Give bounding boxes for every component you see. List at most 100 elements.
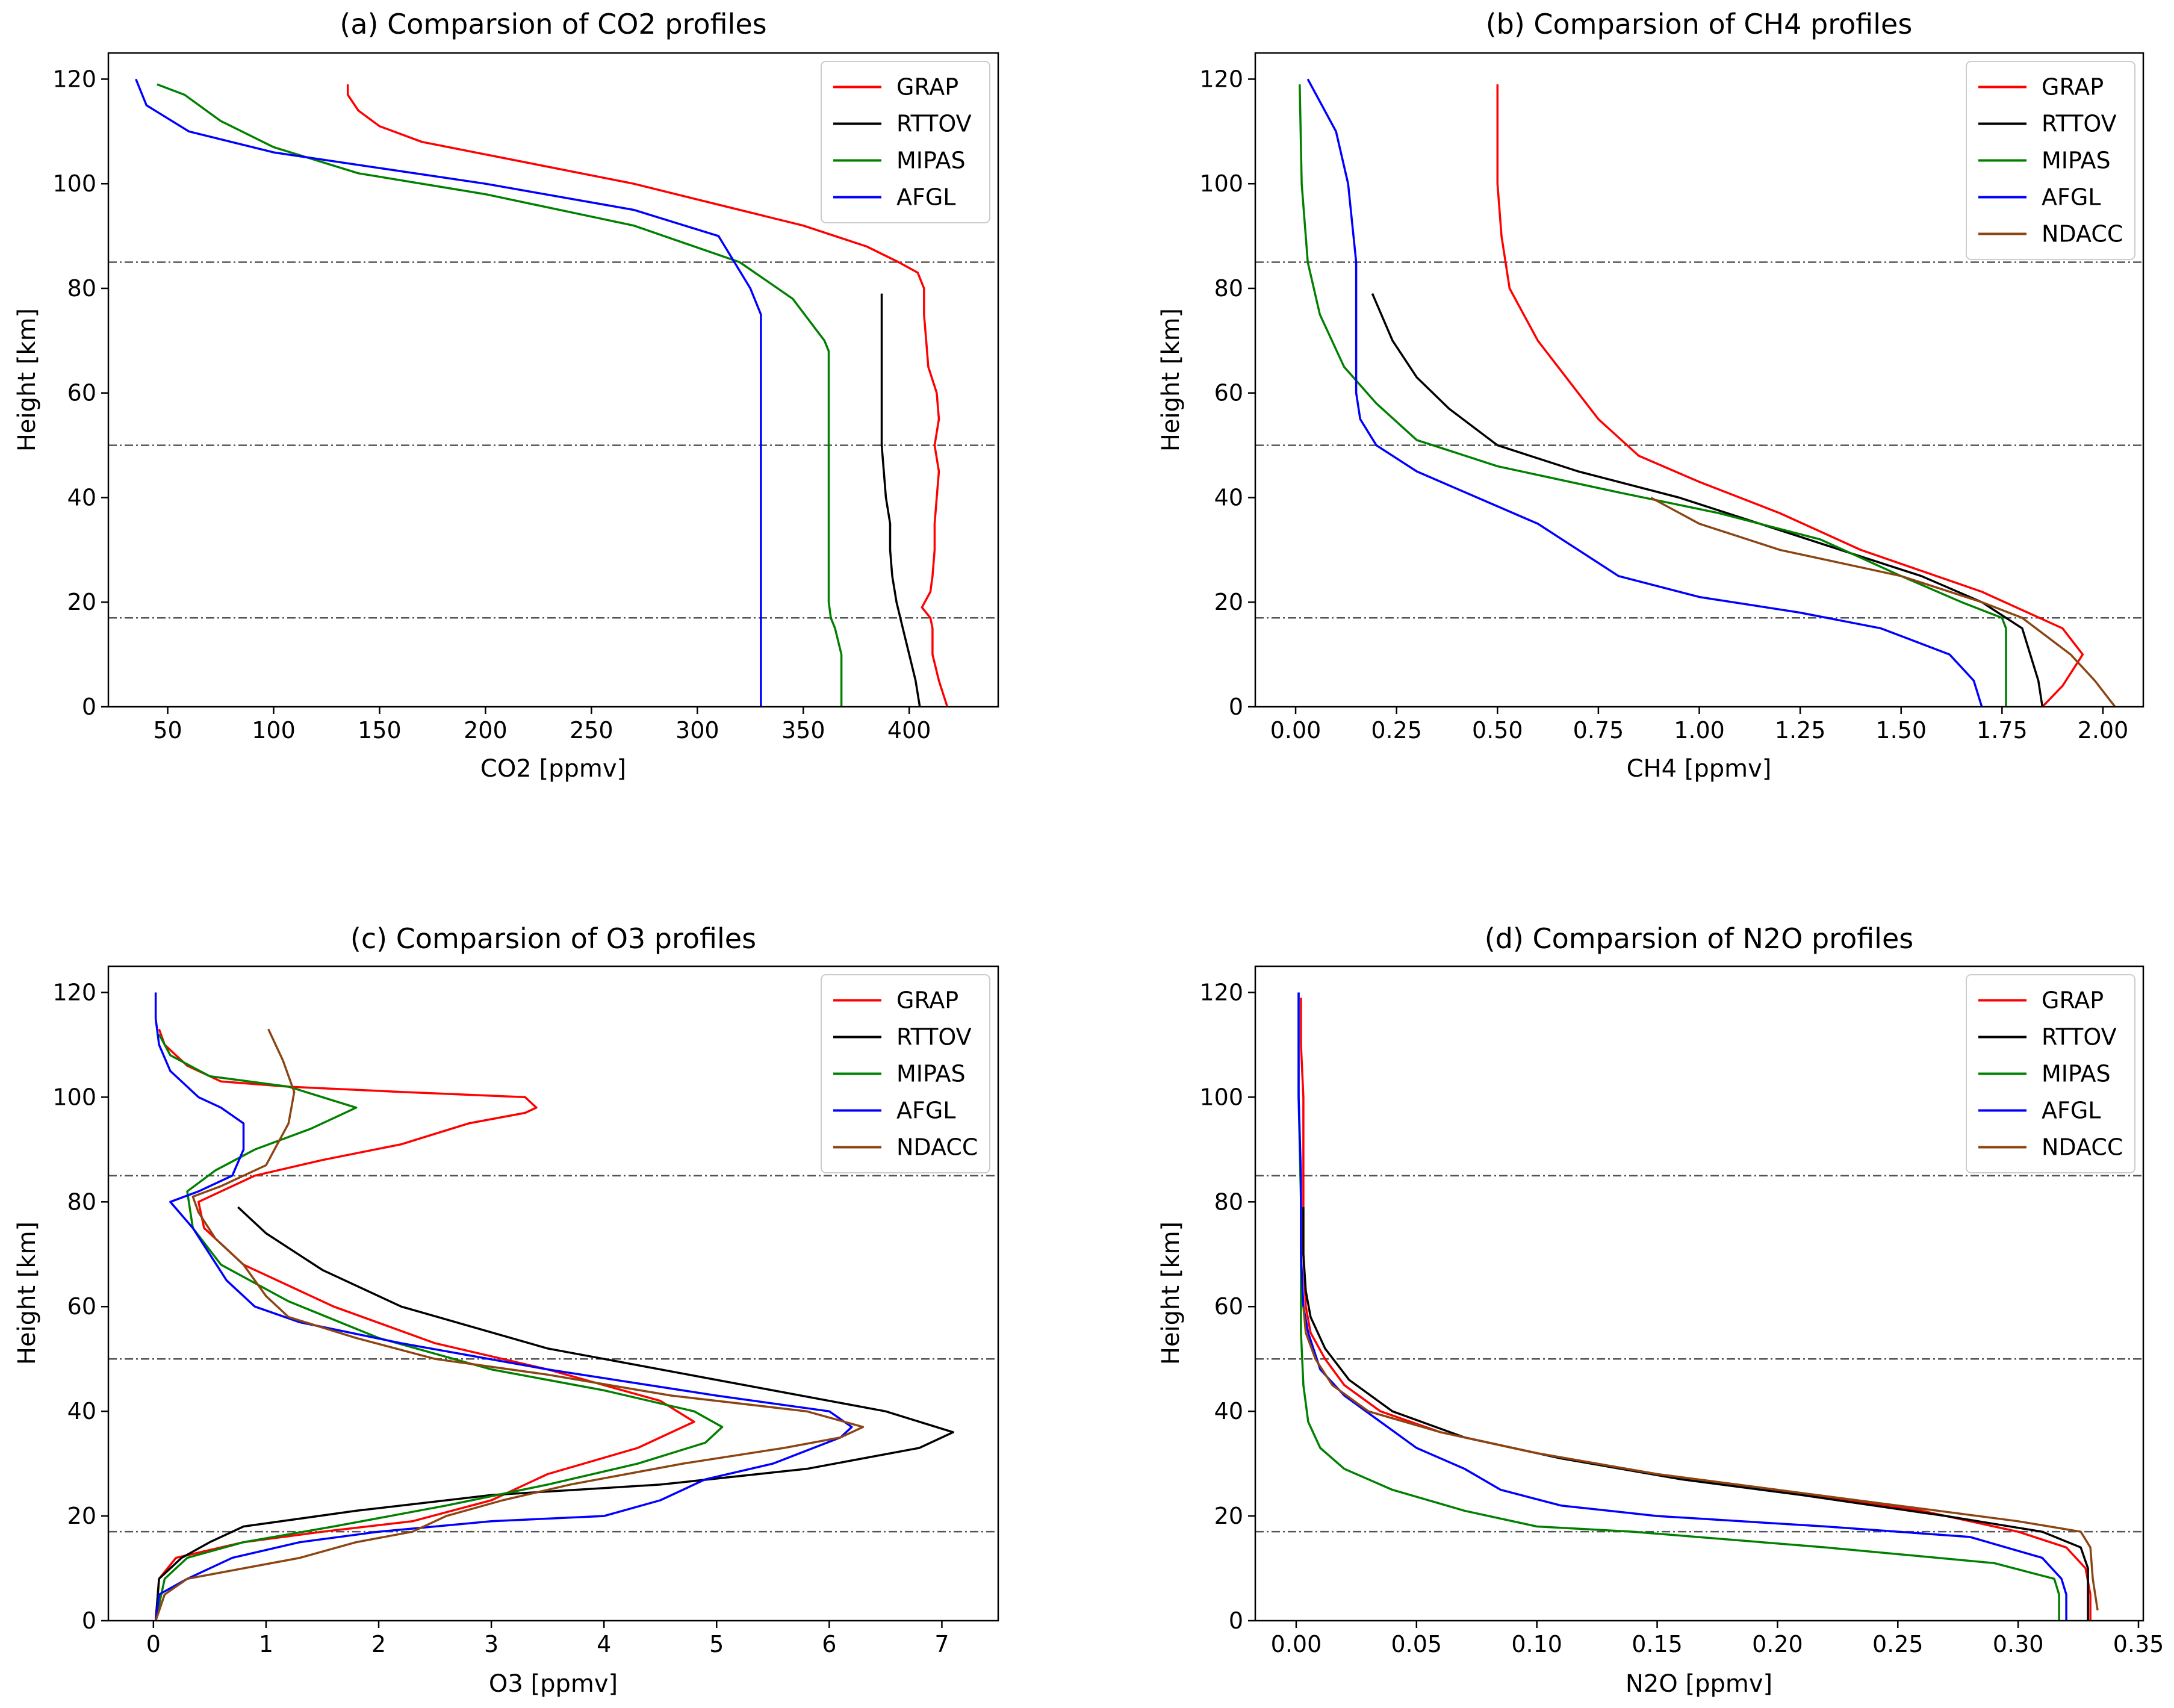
panel-a-series-grap <box>346 84 949 707</box>
panel-c-legend: GRAP RTTOV MIPAS AFGL NDACC <box>821 974 990 1173</box>
panel-b-x-tick-label: 0.50 <box>1472 717 1523 744</box>
panel-c-legend-label-ndacc: NDACC <box>896 1134 978 1161</box>
panel-b-legend-label-rttov: RTTOV <box>2042 111 2117 137</box>
panel-d-y-tick-label: 60 <box>1214 1293 1243 1320</box>
panel-c-y-tick-label: 120 <box>52 979 96 1005</box>
panel-a-legend-label-grap: GRAP <box>896 74 958 101</box>
panel-b-legend-label-grap: GRAP <box>2042 74 2104 101</box>
panel-b-ylabel: Height [km] <box>1157 308 1185 452</box>
panel-a-x-tick-label: 400 <box>887 717 931 744</box>
panel-d-y-tick-label: 20 <box>1214 1503 1243 1529</box>
panel-b-legend-label-afgl: AFGL <box>2042 184 2101 211</box>
panel-d-y-tick-label: 80 <box>1214 1188 1243 1215</box>
panel-a-y-tick-label: 120 <box>52 66 96 92</box>
panel-a-y-tick-label: 0 <box>82 694 96 720</box>
panel-c: (c) Comparsion of O3 profiles O3 [ppmv] … <box>13 922 999 1698</box>
panel-b: (b) Comparsion of CH4 profiles CH4 [ppmv… <box>1157 8 2144 783</box>
panel-a-title: (a) Comparsion of CO2 profiles <box>340 8 766 40</box>
panel-a-x-tick-label: 350 <box>781 717 825 744</box>
panel-c-x-tick-label: 6 <box>822 1631 836 1657</box>
panel-c-legend-label-mipas: MIPAS <box>896 1061 966 1087</box>
panel-d-y-tick-label: 40 <box>1214 1398 1243 1424</box>
panel-c-series-rttov <box>154 1206 954 1621</box>
panel-b-series-afgl <box>1306 78 1983 707</box>
panel-b-x-tick-label: 1.00 <box>1674 717 1725 744</box>
panel-c-x-tick-label: 4 <box>597 1631 611 1657</box>
panel-c-xlabel: O3 [ppmv] <box>489 1670 618 1698</box>
panel-b-series-mipas <box>1299 84 2007 707</box>
panel-b-legend: GRAP RTTOV MIPAS AFGL NDACC <box>1966 61 2135 260</box>
panel-b-xlabel: CH4 [ppmv] <box>1627 755 1772 783</box>
panel-c-y-tick-label: 0 <box>82 1607 96 1634</box>
panel-b-x-tick-label: 1.75 <box>1977 717 2028 744</box>
panel-b-x-tick-label: 0.00 <box>1270 717 1321 744</box>
panel-b-y-tick-label: 120 <box>1199 66 1243 92</box>
panel-b-y-tick-label: 80 <box>1214 275 1243 302</box>
panel-c-series-afgl <box>154 992 853 1621</box>
panel-b-x-tick-label: 1.25 <box>1775 717 1826 744</box>
panel-d-series-mipas <box>1297 992 2060 1621</box>
panel-d-x-tick-label: 0.30 <box>1993 1631 2044 1657</box>
panel-d-legend-label-rttov: RTTOV <box>2042 1024 2117 1051</box>
panel-b-title: (b) Comparsion of CH4 profiles <box>1486 8 1913 40</box>
panel-c-series-ndacc <box>154 1028 865 1621</box>
panel-b-series-rttov <box>1371 293 2044 707</box>
panel-c-frame <box>107 965 999 1622</box>
panel-b-series-group <box>1299 78 2116 707</box>
panel-d-y-tick-label: 120 <box>1199 979 1243 1005</box>
panel-d-x-tick-label: 0.00 <box>1271 1631 1322 1657</box>
panel-c-y-tick-label: 80 <box>67 1188 96 1215</box>
panel-d-xlabel: N2O [ppmv] <box>1626 1670 1772 1698</box>
panel-a-x-tick-label: 150 <box>358 717 402 744</box>
panel-b-legend-label-ndacc: NDACC <box>2042 221 2123 247</box>
panel-c-x-tick-label: 1 <box>259 1631 273 1657</box>
panel-d-series-afgl <box>1297 992 2067 1621</box>
panel-a-y-tick-label: 20 <box>67 589 96 615</box>
panel-c-y-tick-label: 100 <box>52 1084 96 1110</box>
panel-d-legend: GRAP RTTOV MIPAS AFGL NDACC <box>1966 974 2135 1173</box>
panel-d-frame <box>1254 965 2144 1622</box>
panel-b-x-tick-label: 0.75 <box>1573 717 1624 744</box>
panel-a-series-afgl <box>135 78 762 707</box>
panel-a-y-tick-label: 40 <box>67 484 96 511</box>
panel-a-legend-label-rttov: RTTOV <box>896 111 972 137</box>
panel-c-legend-label-grap: GRAP <box>896 987 958 1014</box>
panel-d-x-tick-label: 0.25 <box>1872 1631 1924 1657</box>
panel-c-x-tick-label: 0 <box>146 1631 161 1657</box>
panel-d-series-rttov <box>1302 1207 2089 1621</box>
panel-c-legend-label-rttov: RTTOV <box>896 1024 972 1051</box>
panel-b-y-tick-label: 60 <box>1214 380 1243 406</box>
panel-d: (d) Comparsion of N2O profiles N2O [ppmv… <box>1157 922 2164 1698</box>
panel-d-x-tick-label: 0.35 <box>2113 1631 2164 1657</box>
panel-d-series-ndacc <box>1302 1306 2099 1610</box>
panel-d-x-tick-label: 0.15 <box>1632 1631 1683 1657</box>
panel-b-series-ndacc <box>1650 496 2116 707</box>
panel-d-x-tick-label: 0.20 <box>1752 1631 1803 1657</box>
panel-a-ylabel: Height [km] <box>13 308 41 452</box>
panel-c-ylabel: Height [km] <box>13 1222 41 1365</box>
panel-a-x-tick-label: 250 <box>570 717 613 744</box>
panel-a: (a) Comparsion of CO2 profiles CO2 [ppmv… <box>13 8 999 783</box>
panel-d-legend-label-grap: GRAP <box>2042 987 2104 1014</box>
panel-c-series-mipas <box>154 1034 724 1621</box>
panel-d-legend-label-afgl: AFGL <box>2042 1098 2101 1124</box>
panel-b-y-tick-label: 0 <box>1229 694 1243 720</box>
panel-c-x-tick-label: 2 <box>371 1631 386 1657</box>
panel-b-x-tick-label: 0.25 <box>1371 717 1422 744</box>
panel-d-y-tick-label: 0 <box>1229 1607 1243 1634</box>
panel-a-legend-label-mipas: MIPAS <box>896 148 966 174</box>
panel-d-ylabel: Height [km] <box>1157 1222 1185 1365</box>
panel-a-series-rttov <box>880 293 921 707</box>
panel-a-series-group <box>135 78 949 707</box>
panel-a-series-mipas <box>157 83 843 707</box>
panel-b-y-tick-label: 40 <box>1214 484 1243 511</box>
panel-c-x-tick-label: 5 <box>709 1631 724 1657</box>
panel-d-series-group <box>1297 992 2099 1621</box>
panel-b-series-grap <box>1496 84 2084 707</box>
panel-b-legend-box <box>1966 61 2135 260</box>
panel-b-y-tick-label: 100 <box>1199 170 1243 197</box>
panel-c-x-tick-label: 3 <box>484 1631 498 1657</box>
panel-c-legend-box <box>821 974 990 1173</box>
panel-d-title: (d) Comparsion of N2O profiles <box>1485 922 1913 955</box>
